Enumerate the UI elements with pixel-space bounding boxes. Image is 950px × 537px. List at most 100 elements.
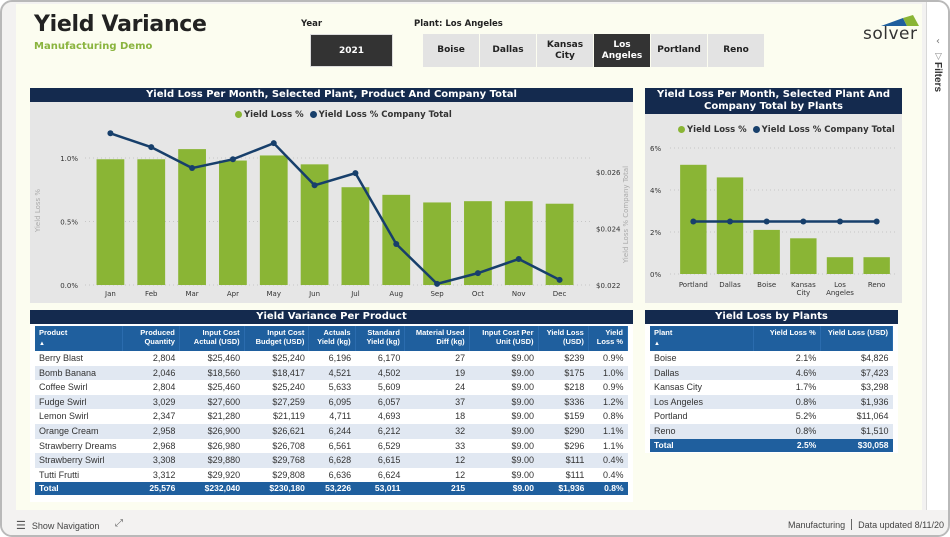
- column-header-yield-loss[interactable]: Yield Loss %: [753, 326, 821, 351]
- total-cell-actuals-yield-kg: 53,226: [308, 482, 356, 496]
- table-row[interactable]: Kansas City 1.7% $3,298: [650, 380, 893, 395]
- cell-input-cost-actual-usd: $29,880: [179, 453, 245, 468]
- table-row[interactable]: Dallas 4.6% $7,423: [650, 365, 893, 381]
- table-row[interactable]: Reno 0.8% $1,510: [650, 423, 893, 439]
- table-row[interactable]: Lemon Swirl 2,347 $21,280 $21,119 4,711 4,693…: [35, 409, 628, 424]
- cell-standard-yield-kg: 5,609: [377, 382, 401, 393]
- x-tick-label: Sep: [430, 290, 444, 298]
- table-row[interactable]: Bomb Banana 2,046 $18,560 $18,417 4,521 4,502…: [35, 365, 628, 381]
- table-row[interactable]: Orange Cream 2,958 $26,900 $26,621 6,244 6,21…: [35, 423, 628, 439]
- y-right-tick-label: $0.026: [596, 169, 621, 177]
- column-header-yield-loss-usd[interactable]: Yield Loss (USD): [820, 326, 894, 351]
- cell-yield-loss-usd: $159: [564, 411, 585, 422]
- x-tick-label: Feb: [145, 290, 158, 298]
- table-row[interactable]: Tutti Frutti 3,312 $29,920 $29,808 6,636 6,62…: [35, 468, 628, 483]
- legend-item-company-total[interactable]: Yield Loss % Company Total: [752, 125, 895, 135]
- cell-produced-quantity: 2,804: [152, 382, 176, 393]
- y-tick-label: 0.5%: [60, 219, 78, 227]
- cell-input-cost-actual-usd: $27,600: [179, 394, 245, 410]
- legend-item-yield-loss[interactable]: Yield Loss %: [235, 110, 304, 120]
- bar-dec: [545, 203, 574, 285]
- filters-label[interactable]: Filters: [932, 62, 943, 93]
- sort-ascending-icon[interactable]: ▲: [654, 341, 660, 347]
- cell-input-cost-per-unit-usd: $9.00: [469, 365, 538, 381]
- table-row[interactable]: Boise 2.1% $4,826: [650, 351, 893, 366]
- table-row[interactable]: Los Angeles 0.8% $1,936: [650, 394, 893, 410]
- column-header-standard-yield-kg[interactable]: Standard Yield (kg): [355, 326, 405, 351]
- legend-item-yield-loss[interactable]: Yield Loss %: [678, 125, 747, 135]
- cell-standard-yield-kg: 6,624: [377, 469, 401, 480]
- table-row[interactable]: Coffee Swirl 2,804 $25,460 $25,240 5,633 5,60…: [35, 380, 628, 395]
- column-header-input-cost-per-unit-usd[interactable]: Input Cost Per Unit (USD): [469, 326, 539, 351]
- column-header-yield-loss-usd[interactable]: Yield Loss (USD): [538, 326, 589, 351]
- bar-nov: [504, 201, 533, 285]
- table-row[interactable]: Berry Blast 2,804 $25,460 $25,240 6,196 6,170…: [35, 351, 628, 366]
- line-point-dallas: [727, 218, 733, 225]
- plant-slicer: Boise Dallas Kansas City Los Angeles Portland R…: [423, 34, 764, 67]
- report-canvas: Yield Variance Manufacturing Demo Year 2…: [16, 4, 922, 510]
- cell-actuals-yield-kg: 5,633: [328, 382, 352, 393]
- solver-logo-text: solver: [863, 24, 918, 44]
- y-tick-label: 0.0%: [60, 282, 78, 290]
- bar-los-angeles: [826, 257, 854, 274]
- status-area: Manufacturing Data updated 8/11/20: [788, 519, 944, 530]
- line-point-portland: [690, 218, 697, 225]
- y-tick-label: 0%: [650, 271, 661, 279]
- column-header-material-used-diff-kg[interactable]: Material Used Diff (kg): [404, 326, 470, 351]
- table-row[interactable]: Fudge Swirl 3,029 $27,600 $27,259 6,095 6,057…: [35, 394, 628, 410]
- plant-button-boise[interactable]: Boise: [423, 34, 479, 67]
- table-row[interactable]: Strawberry Swirl 3,308 $29,880 $29,768 6,628…: [35, 453, 628, 468]
- total-row: Total 25,576 $232,040 $230,180 53,226 53,011 2…: [35, 482, 628, 496]
- x-tick-label: Reno: [868, 281, 886, 289]
- cell-product: Bomb Banana: [35, 365, 123, 381]
- filters-pane[interactable]: ‹ ▽ Filters: [926, 2, 948, 510]
- cell-standard-yield-kg: 6,057: [355, 394, 405, 410]
- funnel-icon: ▽: [935, 52, 942, 62]
- column-header-actuals-yield-kg[interactable]: Actuals Yield (kg): [308, 326, 356, 351]
- plant-button-dallas[interactable]: Dallas: [480, 34, 536, 67]
- table-row[interactable]: Strawberry Dreams 2,968 $26,980 $26,708 6,56…: [35, 439, 628, 454]
- chart-legend: Yield Loss % Yield Loss % Company Total: [678, 125, 895, 135]
- cell-input-cost-actual-usd: $29,920: [207, 469, 241, 480]
- plant-button-reno[interactable]: Reno: [708, 34, 764, 67]
- bar-apr: [219, 160, 247, 285]
- legend-dot-icon: [752, 126, 760, 133]
- column-header-plant[interactable]: Plant ▲: [650, 326, 754, 351]
- plant-slicer-label: Plant: Los Angeles: [414, 19, 503, 29]
- cell-produced-quantity: 3,029: [122, 394, 180, 410]
- chevron-left-icon[interactable]: ‹: [936, 36, 940, 47]
- cell-product: Fudge Swirl: [35, 394, 123, 410]
- plant-button-los-angeles[interactable]: Los Angeles: [594, 34, 650, 67]
- page-title: Yield Variance: [34, 12, 207, 37]
- table-row[interactable]: Portland 5.2% $11,064: [650, 409, 893, 424]
- column-header-yield-loss[interactable]: Yield Loss %: [588, 326, 629, 351]
- bar-feb: [137, 159, 166, 285]
- total-cell-yield-loss: 2.5%: [753, 438, 821, 452]
- cell-material-used-diff-kg: 19: [404, 365, 470, 381]
- cell-yield-loss-usd: $336: [538, 394, 589, 410]
- line-point-apr: [229, 156, 236, 163]
- expand-icon[interactable]: ⤢: [115, 518, 123, 529]
- line-point-kansas-city: [800, 218, 807, 225]
- legend-item-company-total[interactable]: Yield Loss % Company Total: [309, 110, 452, 120]
- column-header-produced-quantity[interactable]: Produced Quantity: [122, 326, 180, 351]
- year-button-2021[interactable]: 2021: [310, 34, 393, 67]
- sort-ascending-icon[interactable]: ▲: [39, 341, 45, 347]
- bar-may: [259, 155, 288, 285]
- cell-plant: Kansas City: [654, 382, 703, 393]
- show-navigation-button[interactable]: ☰ Show Navigation: [16, 520, 100, 532]
- cell-produced-quantity: 2,958: [122, 423, 180, 439]
- column-header-input-cost-actual-usd[interactable]: Input Cost Actual (USD): [179, 326, 245, 351]
- x-tick-label: Apr: [227, 290, 239, 298]
- total-cell-standard-yield-kg: 53,011: [355, 482, 405, 496]
- column-header-input-cost-budget-usd[interactable]: Input Cost Budget (USD): [244, 326, 310, 351]
- plant-button-kansas-city[interactable]: Kansas City: [537, 34, 593, 67]
- plant-button-portland[interactable]: Portland: [651, 34, 707, 67]
- cell-input-cost-budget-usd: $26,621: [244, 423, 309, 439]
- column-header-product[interactable]: Product ▲: [35, 326, 124, 351]
- cell-product: Lemon Swirl: [39, 411, 89, 422]
- y-tick-label: 4%: [650, 187, 661, 195]
- legend-dot-icon: [309, 111, 317, 118]
- cell-product: Tutti Frutti: [39, 469, 80, 480]
